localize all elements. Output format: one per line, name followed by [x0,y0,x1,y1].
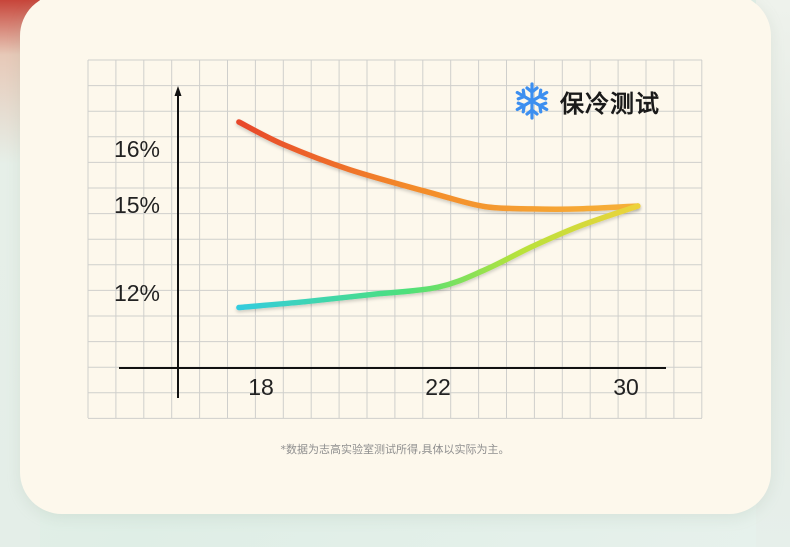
footnote: *数据为志高实验室测试所得,具体以实际为主。 [280,443,510,456]
y-axis-arrow [174,86,182,96]
x-tick-label: 18 [248,374,274,400]
y-tick-label: 12% [113,280,160,306]
x-tick-label: 22 [425,374,451,400]
y-tick-label: 15% [113,192,160,218]
y-tick-label: 16% [113,136,160,162]
snowflake-icon [515,82,549,120]
x-tick-label: 30 [613,374,639,400]
chart-title-text: 保冷测试 [560,89,660,118]
series-line-upper [236,119,641,212]
series-line-lower [236,203,641,311]
chart-title: 保冷测试 [512,80,660,122]
